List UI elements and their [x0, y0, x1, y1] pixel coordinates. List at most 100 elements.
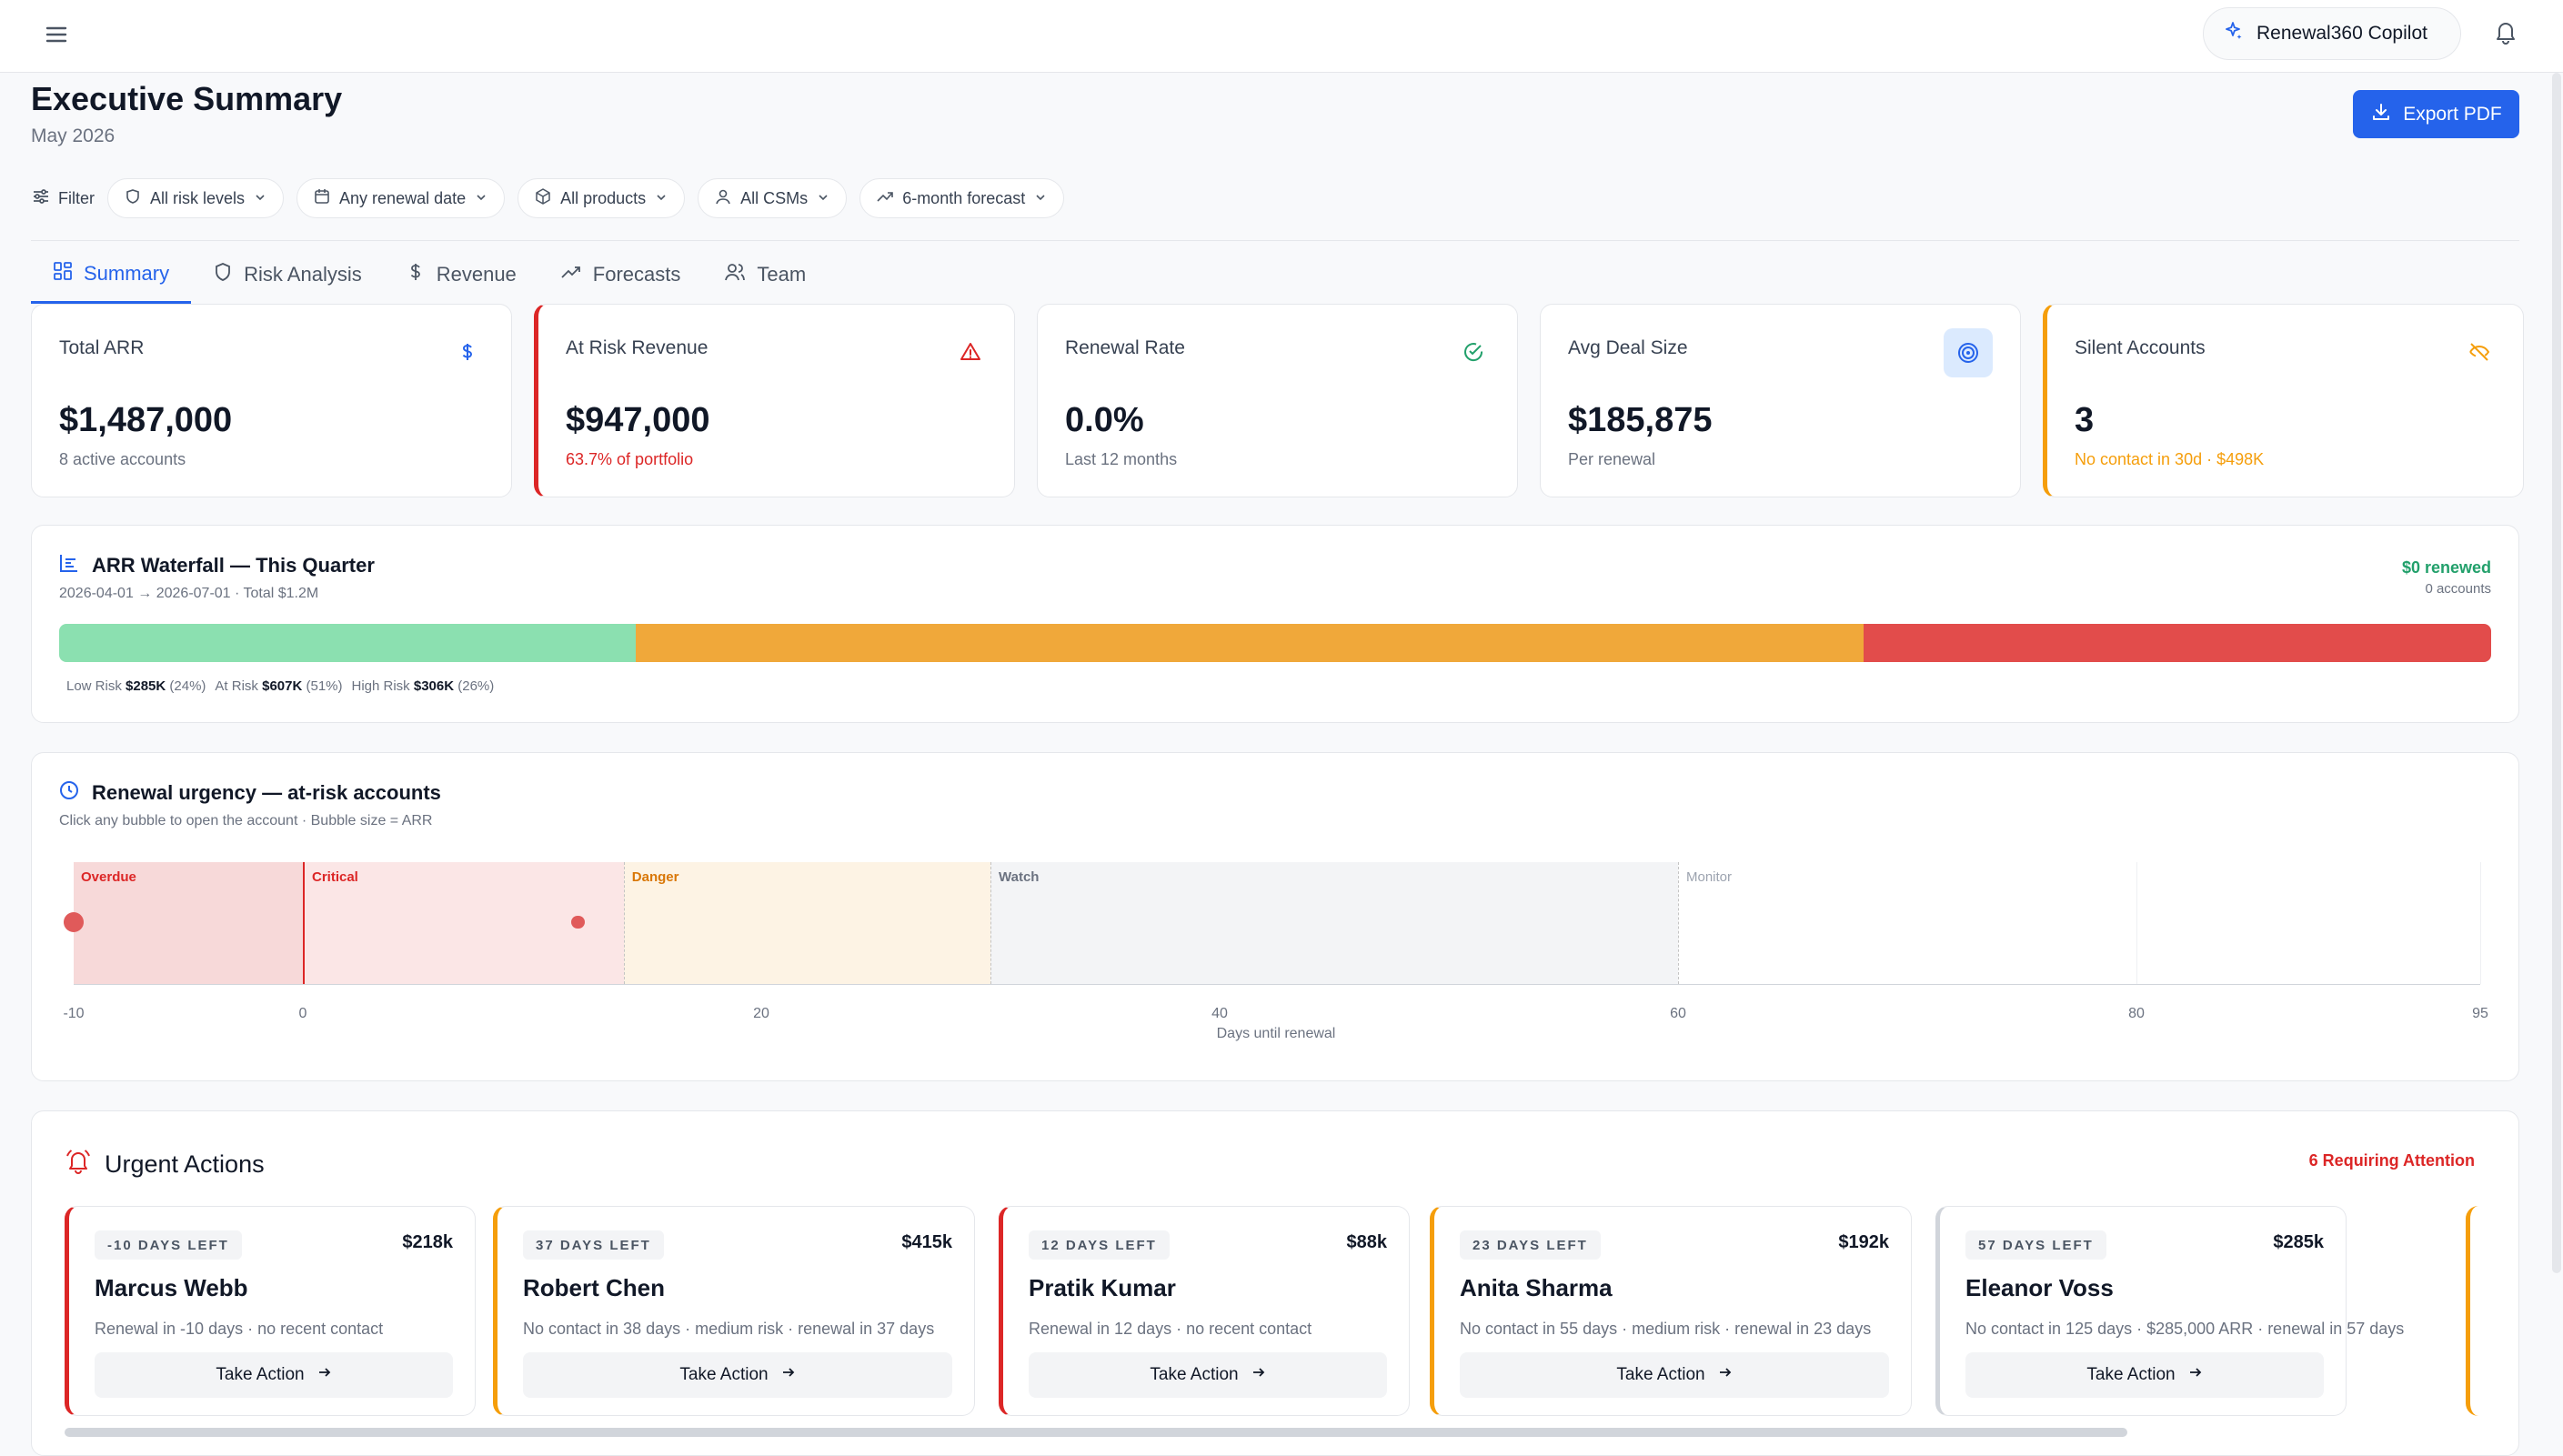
urgent-action-card[interactable]: 57 DAYS LEFT $285k Eleanor Voss No contact …: [1935, 1206, 2404, 1416]
hamburger-menu-icon[interactable]: [42, 20, 71, 49]
legend-at-risk: At Risk $607K (51%): [215, 678, 343, 694]
dollar-icon: [406, 262, 426, 287]
renewal-date-filter[interactable]: Any renewal date: [297, 178, 506, 218]
trending-up-icon: [560, 262, 582, 287]
kpi-total-arr[interactable]: Total ARR $1,487,000 8 active accounts: [31, 304, 512, 497]
days-left-badge: -10 DAYS LEFT: [95, 1230, 242, 1260]
page-scrollbar[interactable]: [2550, 73, 2563, 1273]
waterfall-segment-low-risk[interactable]: [59, 624, 636, 662]
csm-filter[interactable]: All CSMs: [698, 178, 848, 218]
urgent-actions-card: Urgent Actions 6 Requiring Attention -10…: [31, 1110, 2519, 1456]
kpi-sub: 8 active accounts: [59, 450, 186, 468]
kpi-label: Silent Accounts: [2075, 337, 2206, 358]
arrow-right-icon: [1251, 1365, 1266, 1385]
take-action-button[interactable]: Take Action: [523, 1352, 952, 1398]
bar-chart-icon: [59, 553, 79, 578]
waterfall-legend: Low Risk $285K (24%) At Risk $607K (51%)…: [66, 678, 494, 694]
waterfall-segment-high-risk[interactable]: [1864, 624, 2491, 662]
take-action-button[interactable]: Take Action: [1965, 1352, 2324, 1398]
waterfall-segment-at-risk[interactable]: [635, 624, 1864, 662]
chevron-down-icon: [1034, 189, 1047, 208]
clock-icon: [59, 780, 79, 806]
shield-icon: [213, 262, 233, 287]
urgency-bubble[interactable]: [63, 911, 85, 933]
top-bar: Renewal360 Copilot: [0, 0, 2563, 73]
filter-divider: [31, 240, 2519, 241]
kpi-value: 0.0%: [1065, 401, 1144, 439]
zone-overdue: Overdue: [74, 862, 303, 984]
zone-label: Overdue: [81, 869, 136, 885]
kpi-sub: 63.7% of portfolio: [566, 450, 694, 468]
kpi-at-risk-revenue[interactable]: At Risk Revenue $947,000 63.7% of portfo…: [534, 304, 1015, 497]
account-name: Anita Sharma: [1460, 1274, 1613, 1301]
filter-bar: Filter All risk levels Any renewal date …: [31, 178, 1065, 218]
account-description: No contact in 38 days · medium risk · re…: [523, 1320, 935, 1338]
kpi-silent-accounts[interactable]: Silent Accounts 3 No contact in 30d · $4…: [2043, 304, 2524, 497]
kpi-row: Total ARR $1,487,000 8 active accounts A…: [31, 304, 2524, 497]
waterfall-bar: [59, 624, 2491, 662]
dollar-icon: [451, 336, 484, 368]
tab-summary-label: Summary: [84, 261, 170, 285]
zone-label: Watch: [999, 869, 1040, 885]
forecast-filter[interactable]: 6-month forecast: [859, 178, 1065, 218]
take-action-button[interactable]: Take Action: [1029, 1352, 1387, 1398]
urgent-action-card[interactable]: 37 DAYS LEFT $415k Robert Chen No contact i…: [493, 1206, 975, 1416]
urgent-action-card[interactable]: 23 DAYS LEFT $192k Anita Sharma No contact …: [1430, 1206, 1912, 1416]
arr-amount: $285k: [2273, 1232, 2324, 1252]
tab-team[interactable]: Team: [702, 246, 828, 304]
x-axis-line: [74, 984, 2480, 985]
zone-label: Danger: [631, 869, 679, 885]
chevron-down-icon: [475, 189, 487, 208]
target-icon: [1944, 328, 1993, 377]
alert-triangle-icon: [954, 336, 987, 368]
take-action-button[interactable]: Take Action: [1460, 1352, 1889, 1398]
export-pdf-button[interactable]: Export PDF: [2353, 90, 2519, 138]
chevron-down-icon: [817, 189, 829, 208]
filter-label[interactable]: Filter: [31, 186, 95, 211]
renewed-accounts: 0 accounts: [2425, 581, 2491, 597]
bell-icon[interactable]: [2490, 16, 2521, 47]
copilot-button[interactable]: Renewal360 Copilot: [2203, 7, 2461, 60]
product-filter[interactable]: All products: [518, 178, 686, 218]
eye-off-icon: [2463, 336, 2496, 368]
urgency-plot-area: Overdue Critical Danger Watch Monitor: [63, 862, 2481, 984]
tab-risk-analysis[interactable]: Risk Analysis: [191, 246, 384, 304]
tab-bar: Summary Risk Analysis Revenue Forecasts …: [31, 246, 828, 304]
urgency-subtitle: Click any bubble to open the account · B…: [59, 813, 433, 828]
urgent-title-row: Urgent Actions: [65, 1148, 265, 1180]
x-tick-label: 80: [2128, 1006, 2145, 1021]
chevron-down-icon: [655, 189, 668, 208]
sparkle-icon: [2222, 20, 2244, 47]
days-left-badge: 12 DAYS LEFT: [1029, 1230, 1170, 1260]
urgency-bubble[interactable]: [571, 915, 585, 929]
chevron-down-icon: [254, 189, 266, 208]
kpi-avg-deal-size[interactable]: Avg Deal Size $185,875 Per renewal: [1540, 304, 2021, 497]
tab-revenue-label: Revenue: [436, 263, 517, 286]
arrow-right-icon: [317, 1365, 332, 1385]
kpi-label: Renewal Rate: [1065, 337, 1185, 358]
kpi-sub: Last 12 months: [1065, 450, 1178, 468]
account-name: Eleanor Voss: [1965, 1274, 2114, 1301]
page-subtitle: May 2026: [31, 126, 116, 146]
account-description: No contact in 55 days · medium risk · re…: [1460, 1320, 1872, 1338]
urgent-action-card[interactable]: -10 DAYS LEFT $218k Marcus Webb Renewal in …: [65, 1206, 476, 1416]
scrollbar-thumb[interactable]: [2552, 73, 2561, 1273]
kpi-renewal-rate[interactable]: Renewal Rate 0.0% Last 12 months: [1037, 304, 1518, 497]
kpi-sub: No contact in 30d · $498K: [2075, 450, 2265, 468]
tab-forecasts[interactable]: Forecasts: [538, 246, 703, 304]
x-tick-label: 60: [1670, 1006, 1686, 1021]
arrow-right-icon: [2188, 1365, 2203, 1385]
urgent-card-peek[interactable]: [2466, 1206, 2518, 1416]
tab-summary[interactable]: Summary: [31, 246, 192, 304]
kpi-label: Avg Deal Size: [1568, 337, 1688, 358]
waterfall-subtitle: 2026-04-01 → 2026-07-01 · Total $1.2M: [59, 586, 319, 601]
calendar-icon: [314, 188, 330, 209]
horizontal-scrollbar[interactable]: [65, 1428, 2127, 1437]
product-value: All products: [560, 188, 647, 207]
urgent-action-card[interactable]: 12 DAYS LEFT $88k Pratik Kumar Renewal in 1…: [999, 1206, 1410, 1416]
take-action-button[interactable]: Take Action: [95, 1352, 453, 1398]
tab-revenue[interactable]: Revenue: [384, 246, 538, 304]
x-tick-label: 95: [2472, 1006, 2488, 1021]
risk-level-filter[interactable]: All risk levels: [107, 178, 285, 218]
gridline: [2480, 862, 2481, 984]
